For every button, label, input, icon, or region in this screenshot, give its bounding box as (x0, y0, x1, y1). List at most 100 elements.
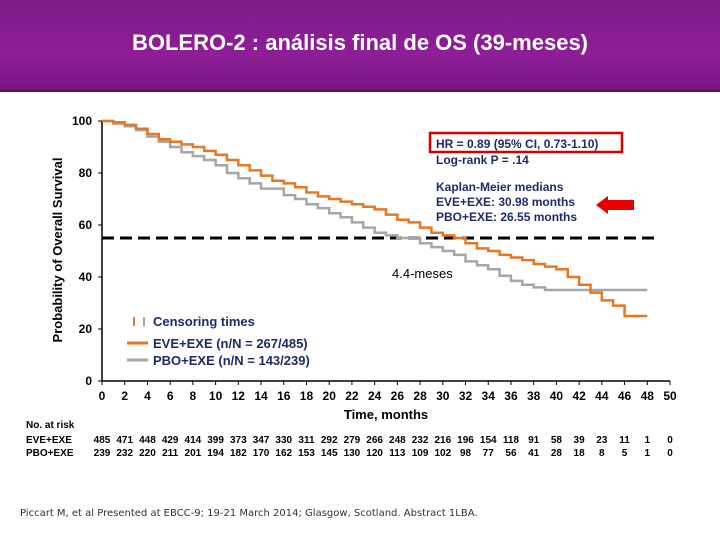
x-tick-label: 32 (459, 389, 473, 403)
legend-label-eve: EVE+EXE (n/N = 267/485) (153, 336, 308, 351)
at-risk-value: 120 (366, 448, 383, 459)
at-risk-value: 216 (434, 435, 451, 446)
x-tick-label: 44 (595, 389, 609, 403)
at-risk-values-eve: 485 471 448 429 414 399 373 347 330 311 292 279 266 2… (94, 435, 674, 446)
legend-label-pbo: PBO+EXE (n/N = 143/239) (153, 353, 310, 368)
x-tick-label: 8 (190, 389, 197, 403)
at-risk-value: 41 (528, 448, 540, 459)
logrank-text: Log-rank P = .14 (436, 153, 529, 167)
at-risk-value: 11 (619, 435, 630, 446)
at-risk-value: 18 (574, 448, 586, 459)
x-tick-label: 50 (663, 389, 677, 403)
at-risk-value: 1 (644, 448, 650, 459)
y-tick-label: 40 (79, 270, 93, 284)
at-risk-value: 201 (185, 448, 202, 459)
at-risk-value: 91 (528, 435, 540, 446)
x-tick-label: 24 (368, 389, 382, 403)
km-chart: Probability of Overall Survival 02040608… (26, 114, 677, 459)
at-risk-value: 153 (298, 448, 315, 459)
x-tick-label: 14 (254, 389, 268, 403)
at-risk-value: 23 (596, 435, 608, 446)
at-risk-values-pbo: 239 232 220 211 201 194 182 170 162 153 145 130 120 1… (94, 448, 674, 459)
y-tick-label: 0 (85, 374, 92, 388)
y-tick-label: 80 (79, 166, 93, 180)
y-tick-label: 20 (79, 322, 93, 336)
median-gap-annotation: 4.4-meses (392, 266, 453, 281)
at-risk-value: 414 (185, 435, 202, 446)
x-tick-label: 0 (99, 389, 106, 403)
x-tick-label: 28 (413, 389, 427, 403)
at-risk-value: 239 (94, 448, 111, 459)
slide-header: BOLERO-2 : análisis final de OS (39-mese… (0, 0, 720, 90)
at-risk-value: 292 (321, 435, 338, 446)
hr-highlight-box (428, 131, 624, 154)
x-tick-label: 48 (641, 389, 655, 403)
legend-censoring-label: Censoring times (153, 314, 255, 329)
at-risk-value: 145 (321, 448, 338, 459)
km-medians-header: Kaplan-Meier medians (436, 180, 564, 194)
at-risk-value: 311 (298, 435, 315, 446)
header-divider (0, 90, 720, 92)
at-risk-value: 109 (412, 448, 429, 459)
survival-curves (102, 119, 648, 318)
slide-title: BOLERO-2 : análisis final de OS (39-mese… (131, 30, 589, 55)
x-tick-label: 2 (121, 389, 128, 403)
citation-footer: Piccart M, et al Presented at EBCC-9; 19… (20, 508, 478, 519)
at-risk-value: 330 (275, 435, 292, 446)
y-tick-label: 100 (72, 114, 92, 128)
at-risk-value: 211 (162, 448, 179, 459)
at-risk-value: 194 (207, 448, 224, 459)
at-risk-title: No. at risk (26, 420, 75, 431)
left-arrow-icon (596, 196, 634, 214)
at-risk-value: 162 (275, 448, 292, 459)
x-tick-label: 20 (323, 389, 337, 403)
at-risk-value: 471 (116, 435, 133, 446)
x-tick-label: 22 (345, 389, 359, 403)
at-risk-value: 429 (162, 435, 179, 446)
at-risk-value: 5 (622, 448, 628, 459)
x-tick-label: 40 (550, 389, 564, 403)
at-risk-value: 232 (116, 448, 133, 459)
at-risk-row-label-eve: EVE+EXE (26, 435, 72, 446)
at-risk-value: 1 (644, 435, 650, 446)
x-tick-labels: 0 2 4 6 8 10 12 14 16 18 20 22 24 26 28 30 32 34 36 38 40 42 4… (99, 381, 677, 403)
at-risk-value: 118 (503, 435, 520, 446)
at-risk-value: 232 (412, 435, 429, 446)
km-median-pbo: PBO+EXE: 26.55 months (436, 210, 577, 224)
x-tick-label: 38 (527, 389, 541, 403)
x-tick-label: 26 (391, 389, 405, 403)
at-risk-value: 113 (389, 448, 406, 459)
at-risk-value: 130 (344, 448, 361, 459)
x-tick-label: 6 (167, 389, 174, 403)
x-tick-label: 46 (618, 389, 632, 403)
at-risk-value: 266 (366, 435, 383, 446)
at-risk-value: 8 (599, 448, 605, 459)
series-line-pbo (102, 119, 648, 292)
y-tick-label: 60 (79, 218, 93, 232)
at-risk-value: 0 (667, 435, 673, 446)
at-risk-row-label-pbo: PBO+EXE (26, 448, 74, 459)
x-tick-label: 34 (482, 389, 496, 403)
at-risk-value: 77 (483, 448, 495, 459)
at-risk-value: 220 (139, 448, 156, 459)
at-risk-value: 279 (344, 435, 361, 446)
x-tick-label: 42 (572, 389, 586, 403)
at-risk-value: 170 (253, 448, 270, 459)
at-risk-value: 0 (667, 448, 673, 459)
at-risk-value: 102 (434, 448, 451, 459)
at-risk-value: 39 (574, 435, 586, 446)
at-risk-value: 196 (457, 435, 474, 446)
y-axis-label: Probability of Overall Survival (50, 158, 65, 343)
x-tick-label: 12 (232, 389, 246, 403)
at-risk-value: 399 (207, 435, 224, 446)
at-risk-value: 98 (460, 448, 472, 459)
x-tick-label: 10 (209, 389, 223, 403)
at-risk-value: 182 (230, 448, 247, 459)
at-risk-value: 347 (253, 435, 270, 446)
at-risk-value: 485 (94, 435, 111, 446)
hr-text: HR = 0.89 (95% CI, 0.73-1.10) (436, 137, 598, 151)
at-risk-value: 248 (389, 435, 406, 446)
at-risk-value: 154 (480, 435, 497, 446)
series-line-eve (102, 119, 648, 318)
y-tick-labels: 0 20 40 60 80 100 (72, 114, 102, 388)
